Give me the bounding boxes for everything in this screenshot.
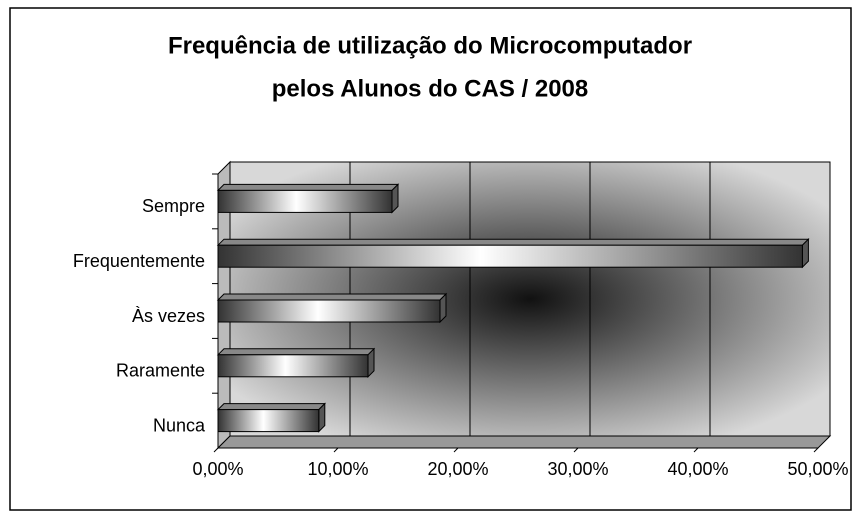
x-tick-mark [453,447,459,453]
x-tick-label: 30,00% [547,459,608,479]
bar [217,409,320,433]
y-tick-label: Raramente [116,361,205,381]
y-tick-label: Nunca [153,415,206,435]
bar [217,299,441,323]
chart-title: Frequência de utilização do Microcomputa… [168,32,692,59]
bar-top [216,348,376,356]
y-tick-label: Frequentemente [73,251,205,271]
x-tick-mark [573,447,579,453]
bar-top [216,293,448,301]
bar-top [216,238,810,246]
bar-top [216,183,400,191]
x-tick-mark [813,447,819,453]
bar [217,189,393,213]
x-tick-mark [693,447,699,453]
bar [217,354,369,378]
floor [216,435,832,449]
y-tick-label: Às vezes [132,306,205,326]
bar-top [216,403,327,411]
y-tick-label: Sempre [142,196,205,216]
x-tick-label: 20,00% [427,459,488,479]
x-tick-label: 40,00% [667,459,728,479]
x-tick-label: 10,00% [307,459,368,479]
chart-subtitle: pelos Alunos do CAS / 2008 [272,75,589,102]
x-tick-mark [333,447,339,453]
x-tick-mark [213,447,219,453]
x-tick-label: 0,00% [192,459,243,479]
x-tick-label: 50,00% [787,459,848,479]
bar [217,244,803,268]
